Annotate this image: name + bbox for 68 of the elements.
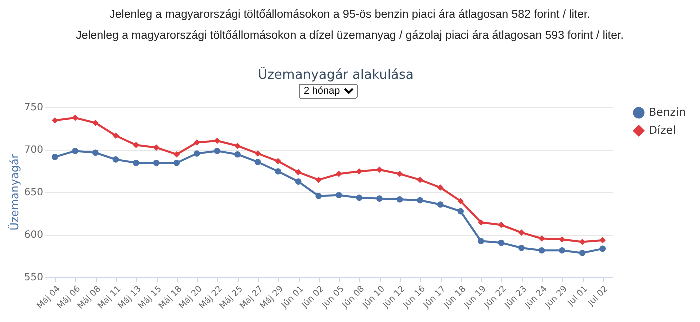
point bbox=[356, 194, 363, 202]
point bbox=[396, 196, 404, 203]
point bbox=[538, 247, 546, 254]
point bbox=[112, 156, 120, 163]
chart-title: Üzemanyagár alakulása bbox=[257, 68, 415, 83]
point bbox=[478, 238, 484, 244]
point bbox=[600, 237, 606, 244]
point bbox=[52, 117, 58, 124]
point bbox=[112, 132, 120, 140]
point bbox=[316, 193, 322, 200]
point bbox=[518, 244, 525, 252]
point bbox=[295, 178, 302, 185]
period-dropdown: 2 hónap bbox=[299, 84, 358, 99]
y-tick-label: 600 bbox=[24, 230, 44, 241]
point bbox=[153, 144, 160, 151]
point bbox=[559, 247, 566, 254]
point bbox=[153, 160, 160, 166]
point bbox=[458, 208, 464, 215]
point bbox=[376, 166, 383, 174]
point bbox=[458, 198, 464, 205]
point bbox=[538, 236, 546, 242]
y-tick-label: 700 bbox=[24, 145, 44, 156]
point bbox=[579, 238, 586, 246]
point bbox=[133, 160, 140, 166]
legend-label: Benzin bbox=[649, 106, 686, 119]
point bbox=[194, 140, 200, 146]
point bbox=[214, 148, 221, 154]
point bbox=[275, 158, 282, 165]
point bbox=[254, 150, 262, 157]
point bbox=[478, 219, 484, 226]
point bbox=[72, 148, 79, 154]
point bbox=[275, 168, 282, 175]
y-tick-label: 550 bbox=[24, 272, 44, 284]
point bbox=[437, 184, 444, 191]
point bbox=[579, 250, 586, 256]
text: Jelenleg a magyarországi töltőállomásokon a 95-ös benzin piaci ára átlagosan 582 forint / liter. bbox=[108, 9, 592, 21]
point bbox=[133, 142, 140, 148]
point bbox=[52, 154, 58, 160]
point bbox=[600, 246, 606, 252]
legend-label: Dízel bbox=[649, 124, 676, 137]
y-tick-label: 650 bbox=[24, 188, 44, 198]
point bbox=[518, 230, 525, 236]
point bbox=[295, 169, 302, 176]
point bbox=[396, 170, 404, 178]
point bbox=[234, 142, 241, 150]
point bbox=[194, 150, 200, 157]
point bbox=[559, 236, 566, 243]
y-tick-label: 750 bbox=[24, 102, 44, 114]
point bbox=[234, 151, 241, 158]
y-axis-title: Üzemanyagár bbox=[7, 154, 22, 231]
point bbox=[417, 176, 424, 184]
point bbox=[437, 202, 444, 208]
point bbox=[336, 192, 342, 199]
point bbox=[356, 168, 363, 175]
point bbox=[72, 114, 79, 122]
point bbox=[174, 151, 180, 158]
point bbox=[316, 176, 322, 184]
text: Jelenleg a magyarországi töltőállomásokon a dízel üzemanyag / gázolaj piaci ára átlagosan 593 forint / liter. bbox=[75, 30, 625, 42]
point bbox=[336, 170, 342, 178]
point bbox=[92, 120, 99, 126]
point bbox=[174, 160, 180, 166]
point bbox=[92, 150, 99, 156]
point bbox=[254, 159, 262, 166]
point bbox=[498, 240, 505, 246]
point bbox=[376, 196, 383, 202]
point bbox=[417, 197, 424, 204]
point bbox=[214, 138, 221, 144]
point bbox=[498, 222, 505, 228]
